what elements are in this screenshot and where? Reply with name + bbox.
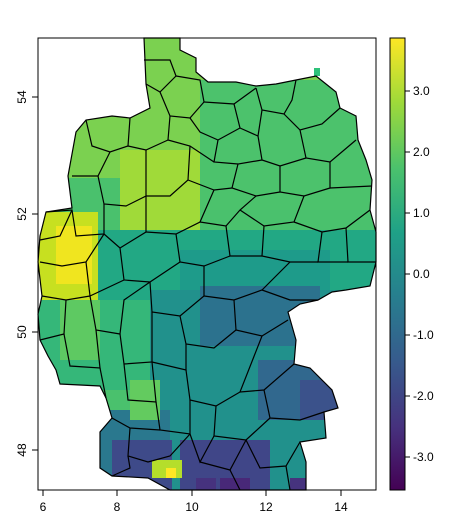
x-tick-label: 10 bbox=[185, 500, 199, 514]
y-tick-label: 50 bbox=[15, 325, 29, 339]
color-legend: 3.0 2.0 1.0 0.0 -1.0 -2.0 -3.0 bbox=[389, 37, 434, 491]
legend-tick-label: 3.0 bbox=[413, 84, 430, 98]
island-cell bbox=[314, 68, 320, 76]
legend-colorbar bbox=[389, 37, 406, 491]
x-tick-label: 14 bbox=[334, 500, 348, 514]
x-tick-label: 8 bbox=[114, 500, 121, 514]
legend-tick-label: 0.0 bbox=[413, 267, 430, 281]
x-axis: 6 8 10 12 14 bbox=[40, 489, 348, 514]
legend-tick-label: -1.0 bbox=[413, 328, 434, 342]
y-tick-label: 54 bbox=[15, 90, 29, 104]
legend-tick-label: -2.0 bbox=[413, 389, 434, 403]
x-tick-label: 12 bbox=[259, 500, 273, 514]
y-tick-label: 52 bbox=[15, 207, 29, 221]
legend-tick-label: 2.0 bbox=[413, 145, 430, 159]
x-tick-label: 6 bbox=[40, 500, 47, 514]
y-axis: 48 50 52 54 bbox=[15, 90, 39, 457]
y-tick-label: 48 bbox=[15, 443, 29, 457]
legend-tick-label: 1.0 bbox=[413, 206, 430, 220]
region-boundaries bbox=[37, 37, 377, 491]
legend-tick-label: -3.0 bbox=[413, 450, 434, 464]
